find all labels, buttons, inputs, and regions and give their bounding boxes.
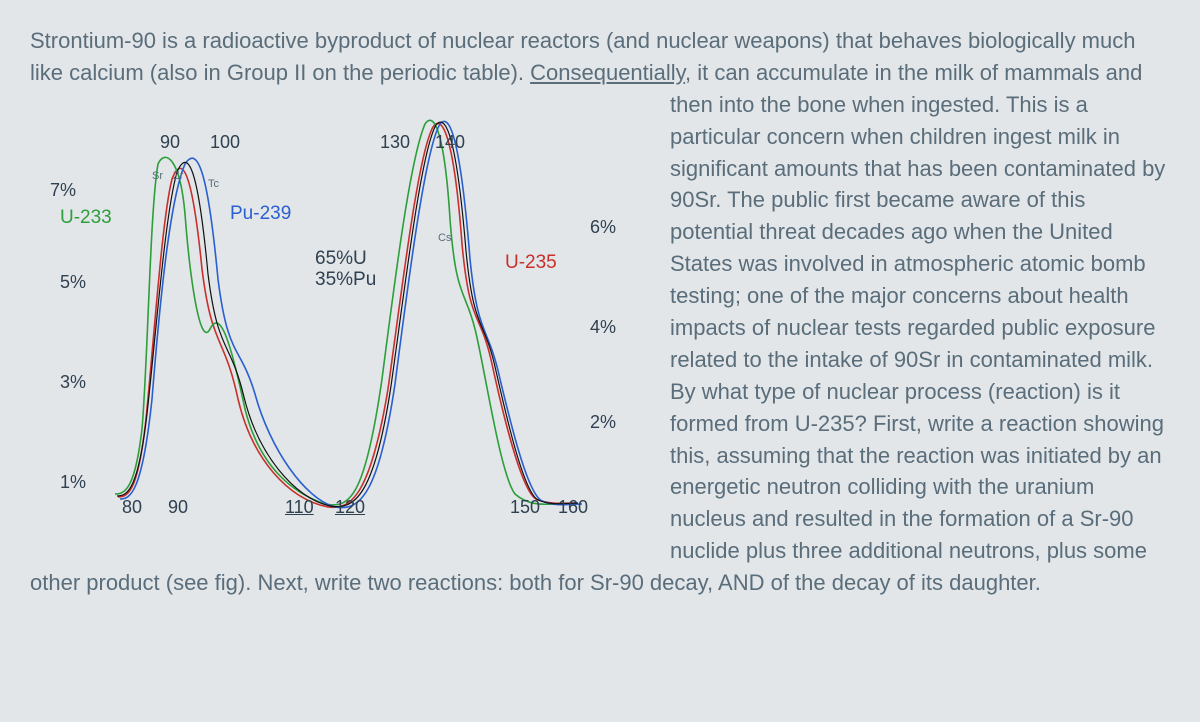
xT-130: 130 [380, 129, 410, 155]
chart-svg [30, 99, 645, 539]
text-p2-pre: , it can [685, 60, 756, 85]
tick-sr: Sr [152, 169, 163, 185]
page-container: Strontium-90 is a radioactive byproduct … [30, 25, 1170, 697]
tick-cs: Cs [438, 231, 451, 247]
curve-u235 [118, 123, 576, 507]
xB-80: 80 [122, 494, 142, 520]
label-u235: U-235 [505, 249, 557, 277]
yL-3: 3% [60, 369, 86, 395]
label-pu239: Pu-239 [230, 200, 291, 228]
curve-mix [117, 122, 578, 507]
fission-yield-chart: 7% 5% 3% 1% 6% 4% 2% 90 100 130 140 80 9… [30, 99, 645, 539]
xB-90: 90 [168, 494, 188, 520]
xB-120: 120 [335, 494, 365, 520]
problem-text: Strontium-90 is a radioactive byproduct … [30, 25, 1170, 599]
label-mix: 65%U 35%Pu [315, 249, 376, 291]
xB-160: 160 [558, 494, 588, 520]
yR-2: 2% [590, 409, 616, 435]
yL-1: 1% [60, 469, 86, 495]
xB-150: 150 [510, 494, 540, 520]
text-consequentially: Consequentially [530, 60, 685, 85]
yL-5: 5% [60, 269, 86, 295]
curves-group [115, 120, 582, 507]
mix-line2: 35%Pu [315, 269, 376, 290]
mix-line1: 65%U [315, 248, 367, 269]
yR-6: 6% [590, 214, 616, 240]
xB-110: 110 [285, 494, 314, 520]
xT-90: 90 [160, 129, 180, 155]
label-u233: U-233 [60, 204, 112, 232]
yR-4: 4% [590, 314, 616, 340]
yL-7: 7% [50, 177, 76, 203]
tick-zr: Zr [173, 169, 183, 185]
xT-140: 140 [435, 129, 465, 155]
tick-tc: Tc [208, 177, 219, 193]
xT-100: 100 [210, 129, 240, 155]
